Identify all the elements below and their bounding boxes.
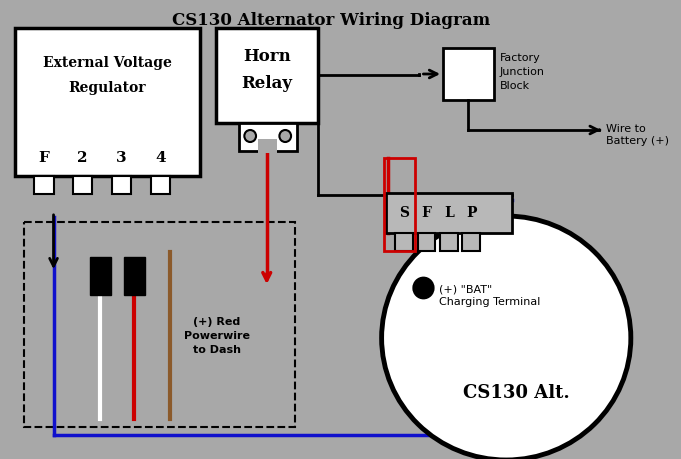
Ellipse shape xyxy=(381,216,631,459)
Text: Battery (+): Battery (+) xyxy=(607,136,669,146)
Text: Relay: Relay xyxy=(242,74,293,91)
Text: CS130 Alternator Wiring Diagram: CS130 Alternator Wiring Diagram xyxy=(172,12,490,29)
Bar xyxy=(34,176,54,194)
Bar xyxy=(385,193,512,233)
Bar xyxy=(258,139,277,153)
Text: (+) "BAT": (+) "BAT" xyxy=(439,284,492,294)
Text: P: P xyxy=(466,206,477,220)
Bar xyxy=(383,158,415,251)
Bar xyxy=(443,48,494,100)
Bar xyxy=(395,233,413,251)
Text: S: S xyxy=(399,206,409,220)
Text: Regulator: Regulator xyxy=(68,81,146,95)
Bar xyxy=(462,233,480,251)
Text: Charging Terminal: Charging Terminal xyxy=(439,297,541,307)
Text: 3: 3 xyxy=(116,151,127,165)
Circle shape xyxy=(414,278,433,298)
Bar xyxy=(151,176,170,194)
Text: F: F xyxy=(422,206,431,220)
Bar xyxy=(440,233,458,251)
Bar xyxy=(417,233,435,251)
Text: L: L xyxy=(444,206,454,220)
Bar xyxy=(14,28,200,176)
Circle shape xyxy=(244,130,256,142)
Text: External Voltage: External Voltage xyxy=(43,56,172,70)
Bar xyxy=(73,176,93,194)
Bar xyxy=(124,257,145,295)
Text: 4: 4 xyxy=(155,151,166,165)
Text: 2: 2 xyxy=(78,151,88,165)
Text: to Dash: to Dash xyxy=(193,345,241,355)
Bar xyxy=(112,176,131,194)
Text: CS130 Alt.: CS130 Alt. xyxy=(462,384,569,402)
Text: Powerwire: Powerwire xyxy=(184,331,250,341)
Bar xyxy=(238,123,297,151)
Bar xyxy=(216,28,318,123)
Bar xyxy=(25,222,295,427)
Bar xyxy=(90,257,111,295)
Text: Factory: Factory xyxy=(499,53,540,63)
Circle shape xyxy=(279,130,291,142)
Text: Block: Block xyxy=(499,81,530,91)
Text: Junction: Junction xyxy=(499,67,544,77)
Text: F: F xyxy=(38,151,49,165)
Text: Horn: Horn xyxy=(243,47,291,65)
Text: (+) Red: (+) Red xyxy=(193,317,240,327)
Text: Wire to: Wire to xyxy=(607,124,646,134)
